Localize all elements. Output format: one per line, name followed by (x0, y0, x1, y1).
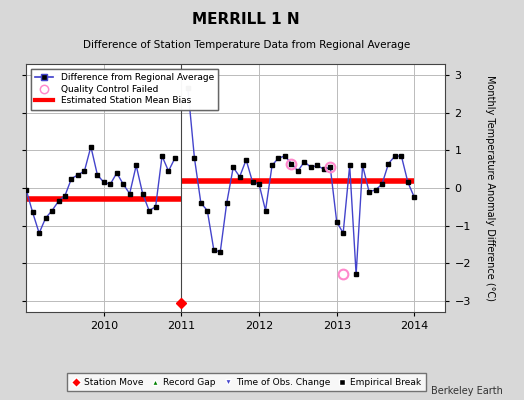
Legend: Difference from Regional Average, Quality Control Failed, Estimated Station Mean: Difference from Regional Average, Qualit… (31, 68, 219, 110)
Text: Difference of Station Temperature Data from Regional Average: Difference of Station Temperature Data f… (83, 40, 410, 50)
Y-axis label: Monthly Temperature Anomaly Difference (°C): Monthly Temperature Anomaly Difference (… (485, 75, 495, 301)
Text: MERRILL 1 N: MERRILL 1 N (192, 12, 300, 27)
Text: Berkeley Earth: Berkeley Earth (431, 386, 503, 396)
Legend: Station Move, Record Gap, Time of Obs. Change, Empirical Break: Station Move, Record Gap, Time of Obs. C… (67, 374, 425, 392)
